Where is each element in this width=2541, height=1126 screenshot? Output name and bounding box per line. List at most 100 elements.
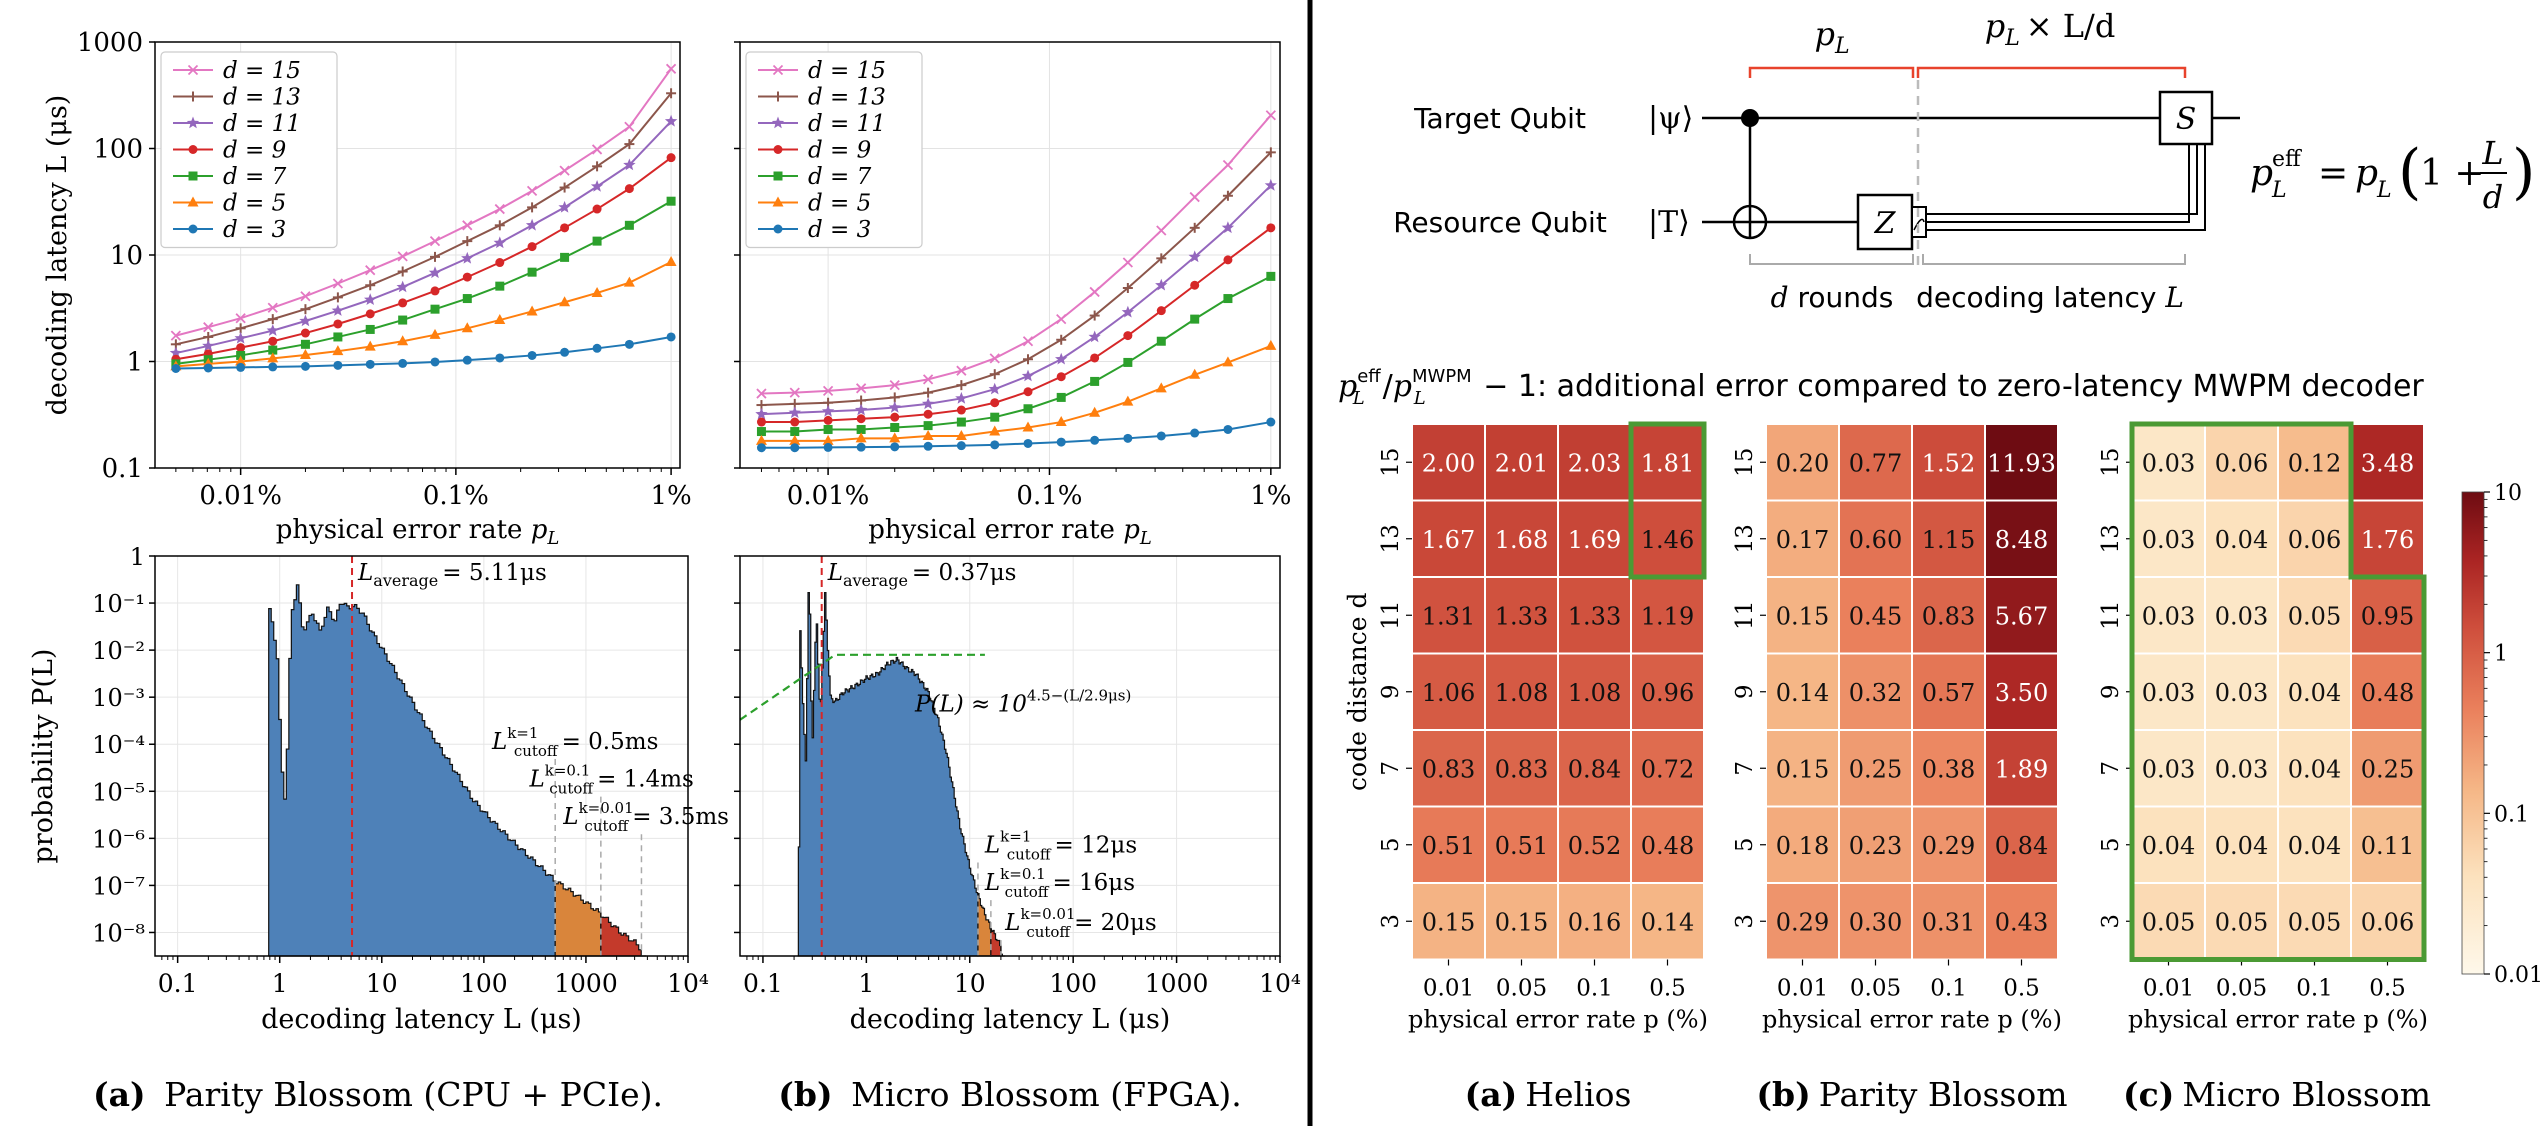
col-label: 0.05 [2216, 976, 2267, 1002]
row-label: 9 [1378, 684, 1404, 699]
legend-marker [773, 224, 783, 234]
heatmap-cell [1911, 729, 1986, 808]
col-label: 0.01 [1423, 976, 1474, 1002]
heatmap-cell [1984, 729, 2059, 808]
data-point [462, 355, 472, 365]
heatmap-cell-label: 3.50 [1995, 679, 2048, 707]
legend-label: d = 11 [223, 111, 301, 137]
data-point [364, 293, 377, 305]
data-point [890, 412, 900, 422]
data-point [1221, 221, 1235, 234]
heatmap-cell-label: 0.12 [2288, 449, 2341, 477]
heatmap-cell [1911, 882, 1986, 961]
y-tick-label: 1000 [77, 28, 143, 58]
col-label: 0.1 [2296, 976, 2333, 1002]
data-point [955, 429, 967, 440]
legend-marker [772, 196, 784, 207]
data-point [756, 427, 766, 437]
data-point [1222, 159, 1234, 171]
heatmap-cell [2131, 652, 2206, 731]
data-point [1022, 336, 1034, 347]
data-point [1122, 395, 1134, 406]
measurement-icon [1913, 218, 1925, 231]
legend-label: d = 9 [808, 138, 871, 164]
s-gate [2158, 90, 2214, 146]
series-line [761, 184, 1272, 416]
heatmap-cell-label: 1.69 [1568, 526, 1621, 554]
x-tick-label: 0.1% [423, 481, 489, 511]
data-point [592, 204, 602, 214]
data-point [234, 331, 247, 344]
heatmap-cell [1411, 805, 1486, 884]
data-point [921, 397, 935, 410]
data-point [397, 251, 408, 262]
data-point [398, 298, 408, 308]
data-point [430, 286, 440, 296]
data-point [756, 388, 767, 399]
heatmap-cell-label: 0.06 [2215, 449, 2268, 477]
data-point [623, 158, 636, 171]
latency-plot-parity: 0.1 1 10 100 1000 0.01% 0.1% 1% physical error r… [42, 28, 692, 549]
cutoff-label-value: = 16μs [1052, 870, 1135, 896]
data-point [268, 362, 278, 372]
cutoff-label-sup: k=0.1 [1000, 865, 1046, 883]
heatmap-cell-label: 11.93 [1987, 449, 2056, 477]
heatmap-cell-label: 0.51 [1422, 832, 1475, 860]
formula-lhs: p [2250, 153, 2273, 194]
data-point [236, 343, 246, 353]
cutoff-label-sub: cutoff [549, 780, 594, 798]
heatmap-cell [2350, 805, 2425, 884]
data-point [398, 358, 408, 368]
heatmap-cell [1484, 423, 1559, 502]
legend-box [745, 51, 923, 249]
heatmap-cell-label: 0.17 [1776, 526, 1829, 554]
data-point [300, 291, 311, 302]
cutoff-label-sym: L [491, 729, 507, 755]
data-point [1222, 356, 1234, 367]
average-label-sub: average [843, 571, 908, 590]
heatmap-cell [2350, 576, 2425, 655]
heatmap-cell-label: 0.83 [1495, 755, 1548, 783]
series-line [175, 200, 672, 365]
data-point [1056, 313, 1067, 325]
heatmap-cell [2277, 499, 2352, 578]
heatmap-cell [2131, 882, 2206, 961]
col-label: 0.1 [1576, 976, 1613, 1002]
row-label: 9 [1732, 684, 1758, 699]
data-point [955, 391, 968, 404]
x-axis-label-subscript: L [546, 528, 559, 549]
cutoff-label-sup: k=1 [507, 724, 538, 742]
heatmap-cell-label: 5.67 [1995, 602, 2048, 630]
row-label: 9 [2098, 684, 2124, 699]
heatmap-cell [1484, 499, 1559, 578]
legend-marker [187, 196, 199, 207]
data-point [856, 414, 866, 424]
data-point [331, 304, 345, 316]
data-point [790, 443, 800, 453]
heatmap-cell-label: 1.33 [1495, 602, 1548, 630]
cutoff-label-sym: L [528, 767, 544, 793]
data-point [790, 417, 800, 427]
series-line [175, 68, 672, 337]
data-point [1055, 352, 1068, 365]
heatmap-cell [1630, 576, 1705, 655]
row-label: 11 [1732, 601, 1758, 630]
data-point [890, 442, 900, 452]
data-point [525, 218, 539, 231]
heatmap-cell-label: 0.04 [2288, 832, 2341, 860]
caption-right-b: (b) Parity Blossom [1756, 1075, 2067, 1114]
y-tick-label: 1 [130, 543, 145, 571]
histogram-region [554, 880, 602, 957]
x-tick-label: 1000 [1145, 969, 1209, 998]
cutoff-label-value: = 20μs [1074, 910, 1157, 936]
heatmap-cell [1838, 576, 1913, 655]
data-point [1156, 225, 1167, 236]
heatmap-cell-label: 0.84 [1995, 832, 2048, 860]
histogram-region [600, 911, 642, 957]
data-point [823, 424, 833, 434]
cutoff-label-sup: k=0.01 [1020, 905, 1075, 923]
latency-label: decoding latency L [1916, 281, 2184, 314]
caption-right-c: (c) Micro Blossom [2123, 1075, 2431, 1114]
